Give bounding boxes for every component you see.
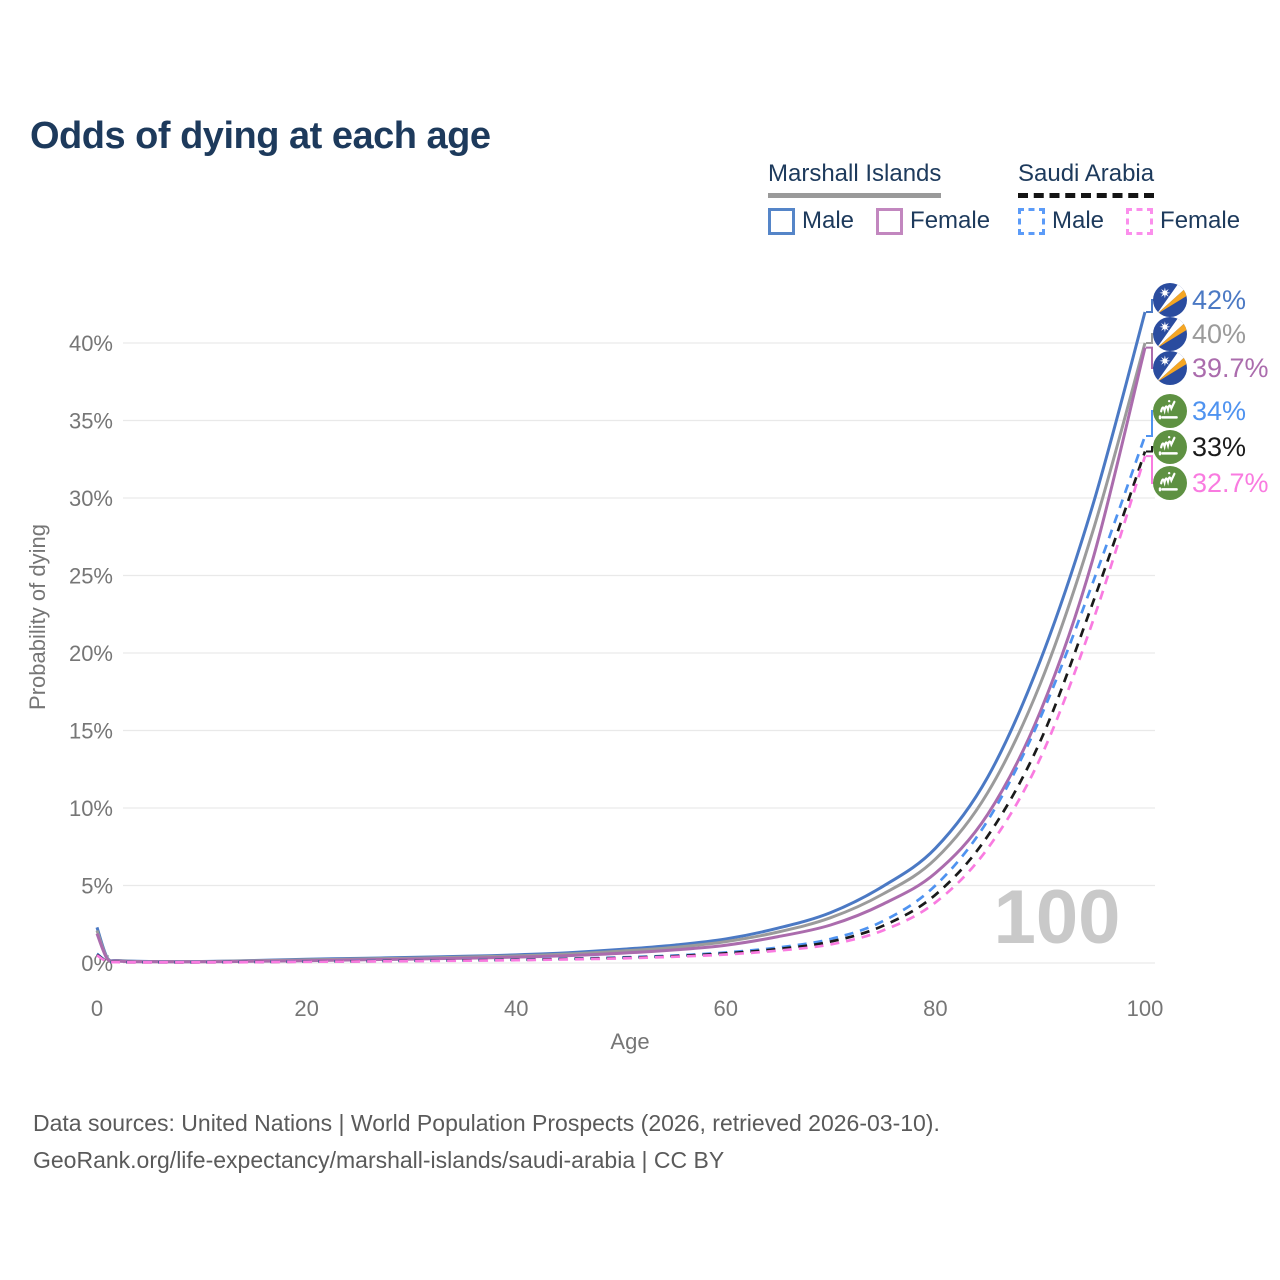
x-tick-label: 0 [91, 996, 103, 1021]
legend-item-mi-female[interactable]: Female [876, 207, 990, 235]
page-title: Odds of dying at each age [30, 115, 491, 158]
age-watermark: 100 [994, 875, 1121, 960]
series-line-sa-female [96, 455, 1147, 964]
x-tick-label: 80 [923, 996, 947, 1021]
series-line-mi-male [95, 311, 1147, 964]
series-line-mi-combined [95, 342, 1147, 964]
y-tick-label: 5% [81, 874, 113, 899]
data-sources-text: Data sources: United Nations | World Pop… [33, 1110, 940, 1136]
legend-swatch-sa-female [1126, 207, 1154, 235]
end-label-value: 32.7% [1192, 468, 1269, 498]
end-label-sa-male: 34% [1146, 394, 1246, 437]
y-tick-label: 40% [69, 331, 113, 356]
y-tick-label: 30% [69, 486, 113, 511]
x-tick-label: 40 [504, 996, 528, 1021]
legend-item-sa-female[interactable]: Female [1126, 207, 1240, 235]
end-label-mi-male: 42% [1146, 283, 1246, 317]
x-tick-label: 100 [1127, 996, 1164, 1021]
saudi-arabia-flag-icon [1153, 430, 1187, 464]
legend-item-mi-male[interactable]: Male [768, 207, 854, 235]
legend-label-mi-female: Female [910, 207, 991, 234]
y-tick-label: 25% [69, 564, 113, 589]
legend-label-sa-male: Male [1052, 207, 1105, 234]
y-tick-label: 10% [69, 796, 113, 821]
legend-group-saudi-arabia: Saudi Arabia Male Female [1018, 160, 1240, 235]
legend-header-marshall-islands: Marshall Islands [768, 160, 942, 198]
end-label-value: 33% [1192, 432, 1246, 462]
marshall-islands-flag-icon [1153, 351, 1187, 385]
marshall-islands-flag-icon [1153, 283, 1187, 317]
legend-label-sa-female: Female [1160, 207, 1241, 234]
legend-swatch-mi-male [768, 207, 795, 235]
x-axis-title: Age [610, 1029, 649, 1054]
x-tick-label: 20 [294, 996, 318, 1021]
series-line-sa-male [96, 435, 1147, 964]
attribution-text: GeoRank.org/life-expectancy/marshall-isl… [33, 1147, 725, 1173]
end-label-value: 34% [1192, 396, 1246, 426]
end-label-sa-female: 32.7% [1146, 455, 1269, 500]
saudi-arabia-flag-icon [1153, 466, 1187, 500]
y-axis-title: Probability of dying [25, 524, 50, 710]
y-tick-label: 15% [69, 719, 113, 744]
legend-group-marshall-islands: Marshall Islands Male Female [768, 160, 990, 235]
end-label-mi-female: 39.7% [1146, 346, 1269, 385]
y-tick-label: 20% [69, 641, 113, 666]
legend-swatch-sa-male [1018, 207, 1045, 235]
end-label-mi-combined: 40% [1146, 317, 1246, 351]
end-label-value: 42% [1192, 285, 1246, 315]
legend-swatch-mi-female [876, 207, 904, 235]
legend-item-sa-male[interactable]: Male [1018, 207, 1104, 235]
end-label-value: 40% [1192, 319, 1246, 349]
end-label-value: 39.7% [1192, 353, 1269, 383]
y-tick-label: 35% [69, 409, 113, 434]
legend-label-mi-male: Male [802, 207, 855, 234]
end-label-sa-combined: 33% [1146, 430, 1246, 464]
legend-header-saudi-arabia: Saudi Arabia [1018, 160, 1155, 198]
x-tick-label: 60 [714, 996, 738, 1021]
saudi-arabia-flag-icon [1153, 394, 1187, 428]
marshall-islands-flag-icon [1153, 317, 1187, 351]
series-line-mi-female [95, 347, 1147, 964]
